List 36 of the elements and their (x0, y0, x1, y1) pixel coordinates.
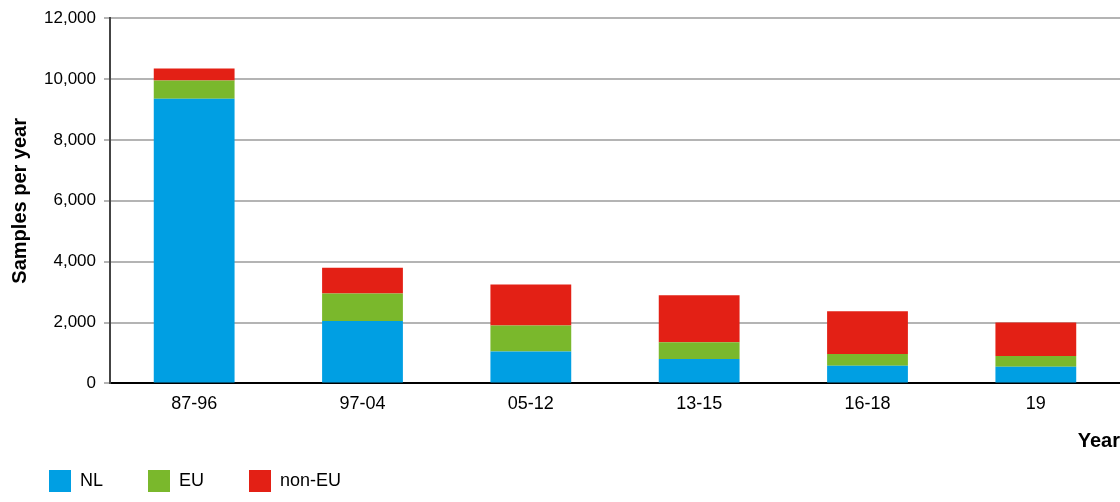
bar (827, 353, 908, 366)
legend-label: NL (80, 469, 104, 490)
x-tick-label: 19 (1025, 393, 1046, 414)
bar (490, 325, 572, 352)
bar (153, 98, 235, 383)
x-tick-label: 16-18 (844, 393, 891, 414)
x-tick-label: 87-96 (171, 393, 218, 414)
bar (995, 356, 1077, 367)
y-tick-label: 12,000 (44, 7, 96, 27)
bar (153, 80, 235, 99)
bar (658, 359, 740, 383)
bar (322, 267, 403, 294)
x-tick-label: 13-15 (676, 393, 723, 414)
bar (322, 293, 403, 322)
bar (658, 295, 740, 343)
y-tick-label: 6,000 (53, 190, 96, 210)
bar (827, 311, 908, 354)
y-tick-label: 0 (86, 373, 96, 393)
y-axis-title: Samples per year (7, 117, 30, 284)
x-tick-label: 97-04 (339, 393, 386, 414)
bar (827, 365, 908, 383)
bar (995, 322, 1077, 357)
bar (153, 68, 235, 81)
x-tick-label: 05-12 (507, 393, 554, 414)
bar (490, 351, 572, 383)
y-tick-label: 4,000 (53, 251, 96, 271)
bar (490, 284, 572, 326)
legend-label: EU (179, 469, 205, 490)
legend-label: non-EU (280, 469, 342, 490)
x-axis-title: Year (1077, 428, 1120, 451)
bar (322, 321, 403, 383)
bar (658, 342, 740, 360)
bar (995, 366, 1077, 383)
y-tick-label: 8,000 (53, 129, 96, 149)
y-tick-label: 2,000 (53, 312, 96, 332)
y-tick-label: 10,000 (44, 68, 96, 88)
